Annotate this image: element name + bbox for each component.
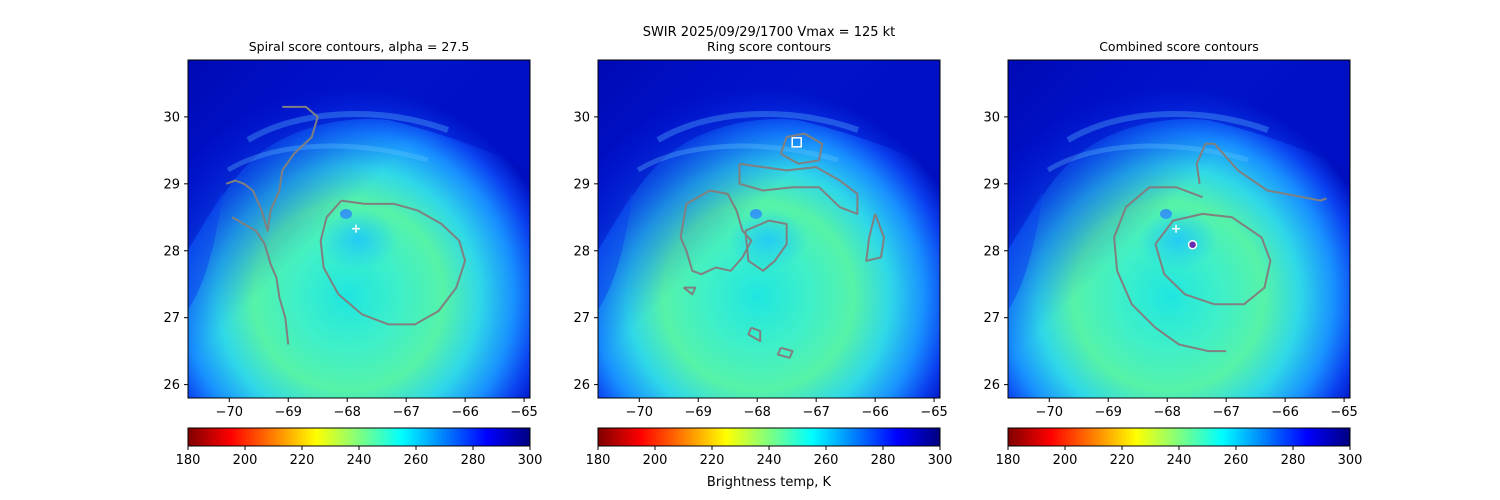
suptitle: SWIR 2025/09/29/1700 Vmax = 125 kt <box>643 25 896 40</box>
colorbar-tick-label: 180 <box>176 453 201 468</box>
colorbar-tick-label: 240 <box>347 453 372 468</box>
x-tick-label: −67 <box>392 405 419 420</box>
contour-line <box>319 199 467 326</box>
x-tick-label: −67 <box>1212 405 1239 420</box>
x-tick-label: −67 <box>802 405 829 420</box>
ring-center-square-marker <box>791 137 802 148</box>
center-plus-marker <box>352 224 361 233</box>
contour-line <box>225 105 319 232</box>
colorbar-tick-label: 180 <box>996 453 1021 468</box>
x-tick-label: −65 <box>920 405 947 420</box>
colorbar-tick-label: 200 <box>1053 453 1078 468</box>
panel-title: Ring score contours <box>707 39 831 54</box>
colorbar-gradient <box>597 427 941 447</box>
x-tick-label: −70 <box>216 405 243 420</box>
colorbar-label: Brightness temp, K <box>707 475 832 490</box>
colorbar-tick-label: 240 <box>1167 453 1192 468</box>
colorbar-tick-label: 260 <box>404 453 429 468</box>
x-tick-label: −66 <box>861 405 888 420</box>
y-tick-label: 28 <box>573 244 590 259</box>
contour-line <box>1195 142 1327 202</box>
colorbar-tick-label: 300 <box>928 453 953 468</box>
x-tick-label: −66 <box>1271 405 1298 420</box>
colorbar-tick-label: 260 <box>1224 453 1249 468</box>
contour-line <box>682 286 697 296</box>
colorbar: 180 200 220 240 260 280 300 <box>996 427 1363 468</box>
x-tick-label: −69 <box>275 405 302 420</box>
x-tick-label: −70 <box>626 405 653 420</box>
panel-title: Spiral score contours, alpha = 27.5 <box>249 39 470 54</box>
colorbar-tick-label: 220 <box>290 453 315 468</box>
colorbar-tick-label: 280 <box>871 453 896 468</box>
x-tick-label: −69 <box>685 405 712 420</box>
x-tick-label: −68 <box>333 405 360 420</box>
x-tick-label: −70 <box>1036 405 1063 420</box>
x-tick-label: −65 <box>510 405 537 420</box>
y-tick-label: 28 <box>983 244 1000 259</box>
colorbar: 180 200 220 240 260 280 300 <box>586 427 953 468</box>
contour-line <box>744 219 788 272</box>
colorbar-gradient <box>1007 427 1351 447</box>
axes-frame <box>187 59 531 399</box>
contour-line <box>747 326 762 343</box>
x-tick-label: −65 <box>1330 405 1357 420</box>
colorbar-tick-label: 200 <box>233 453 258 468</box>
axes-frame <box>1007 59 1351 399</box>
contour-line <box>779 132 824 165</box>
y-tick-label: 29 <box>983 177 1000 192</box>
colorbar-tick-label: 300 <box>1338 453 1363 468</box>
contour-line <box>738 162 859 215</box>
colorbar-tick-label: 220 <box>700 453 725 468</box>
colorbar-tick-label: 300 <box>518 453 543 468</box>
colorbar-tick-label: 220 <box>1110 453 1135 468</box>
y-tick-label: 27 <box>163 311 180 326</box>
y-tick-label: 28 <box>163 244 180 259</box>
colorbar-tick-label: 200 <box>643 453 668 468</box>
y-tick-label: 26 <box>163 378 180 393</box>
x-tick-label: −68 <box>1153 405 1180 420</box>
x-tick-label: −66 <box>451 405 478 420</box>
center-plus-marker <box>1172 224 1181 233</box>
y-tick-label: 27 <box>983 311 1000 326</box>
contour-line <box>1113 186 1227 353</box>
contour-line <box>231 216 290 345</box>
colorbar-gradient <box>187 427 531 447</box>
y-tick-label: 26 <box>573 378 590 393</box>
panel-1: Spiral score contours, alpha = 27.5 −70 −6… <box>163 39 542 468</box>
y-tick-label: 26 <box>983 378 1000 393</box>
colorbar-tick-label: 180 <box>586 453 611 468</box>
contour-line <box>865 213 885 262</box>
colorbar-tick-label: 280 <box>461 453 486 468</box>
panel-title: Combined score contours <box>1099 39 1259 54</box>
combined-center-circle-marker <box>1187 239 1198 250</box>
y-tick-label: 30 <box>573 110 590 125</box>
colorbar: 180 200 220 240 260 280 300 <box>176 427 543 468</box>
colorbar-tick-label: 260 <box>814 453 839 468</box>
y-tick-label: 30 <box>163 110 180 125</box>
y-tick-label: 30 <box>983 110 1000 125</box>
colorbar-tick-label: 240 <box>757 453 782 468</box>
x-tick-label: −69 <box>1095 405 1122 420</box>
x-tick-label: −68 <box>743 405 770 420</box>
panel-2: Ring score contours −70 −69 −68 −67 −66 −65 26 2… <box>573 39 952 468</box>
brightness-image <box>598 60 940 398</box>
contour-line <box>1154 212 1272 306</box>
y-tick-label: 29 <box>573 177 590 192</box>
axes-frame <box>597 59 941 399</box>
colorbar-tick-label: 280 <box>1281 453 1306 468</box>
y-tick-label: 29 <box>163 177 180 192</box>
contour-line <box>776 346 794 359</box>
y-tick-label: 27 <box>573 311 590 326</box>
contour-line <box>679 189 753 276</box>
panel-3: Combined score contours −70 −69 −68 −67 −66 −6… <box>983 39 1362 468</box>
